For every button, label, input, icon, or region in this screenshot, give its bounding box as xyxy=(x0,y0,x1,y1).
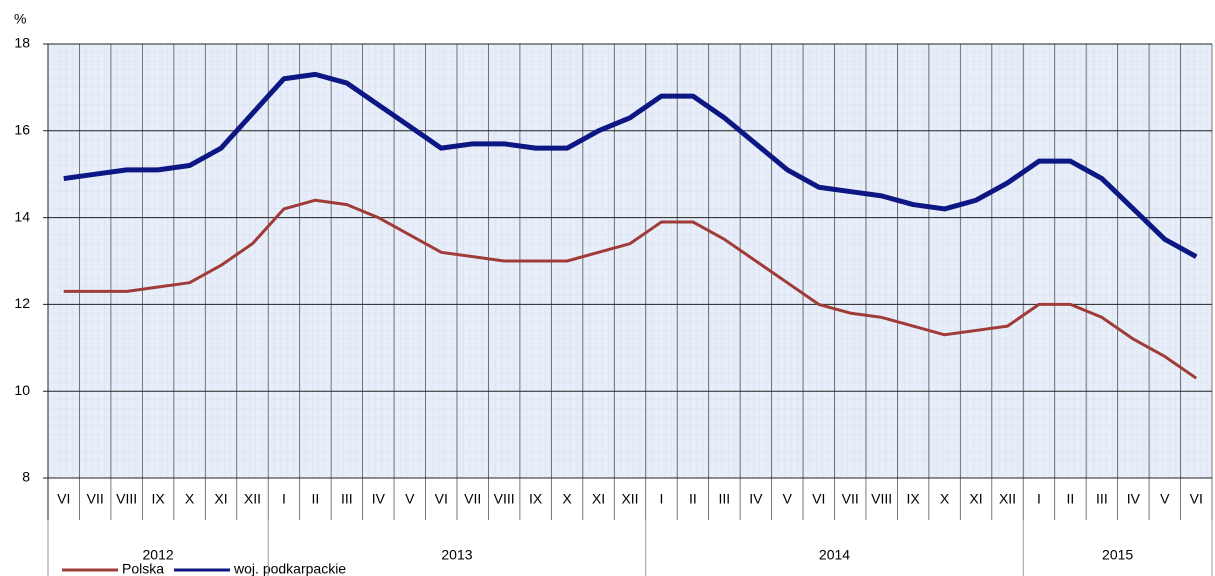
x-tick-label: III xyxy=(719,491,731,507)
series-line xyxy=(63,198,1198,380)
x-tick-label: XII xyxy=(621,491,638,507)
x-tick-label: X xyxy=(562,491,572,507)
y-tick-label: 18 xyxy=(14,35,30,51)
x-tick-label: III xyxy=(1096,491,1108,507)
x-tick-label: I xyxy=(282,491,286,507)
x-tick-label: XII xyxy=(244,491,261,507)
x-tick-label: VI xyxy=(435,491,448,507)
x-tick-label: VII xyxy=(464,491,481,507)
x-tick-label: I xyxy=(660,491,664,507)
x-tick-label: VI xyxy=(1190,491,1203,507)
x-tick-label: VI xyxy=(812,491,825,507)
x-tick-label: IV xyxy=(749,491,763,507)
x-tick-label: III xyxy=(341,491,353,507)
x-tick-label: VI xyxy=(57,491,70,507)
x-tick-label: IX xyxy=(151,491,165,507)
x-tick-label: VII xyxy=(87,491,104,507)
year-label: 2015 xyxy=(1102,547,1133,563)
legend-background xyxy=(55,560,405,576)
x-tick-label: IX xyxy=(529,491,543,507)
legend: Polska woj. podkarpackie xyxy=(55,560,405,576)
x-tick-label: VIII xyxy=(116,491,137,507)
year-label: 2013 xyxy=(441,547,472,563)
year-label: 2012 xyxy=(143,547,174,563)
y-tick-label: 12 xyxy=(14,295,30,311)
minor-grid xyxy=(48,44,1212,478)
x-tick-label: VIII xyxy=(871,491,892,507)
x-tick-label: II xyxy=(312,491,320,507)
y-tick-label: 10 xyxy=(14,382,30,398)
x-tick-label: II xyxy=(1067,491,1075,507)
x-tick-label: VII xyxy=(842,491,859,507)
x-tick-label: V xyxy=(405,491,415,507)
x-tick-label: IV xyxy=(1127,491,1141,507)
x-tick-label: VIII xyxy=(494,491,515,507)
x-tick-label: IX xyxy=(907,491,921,507)
x-tick-label: V xyxy=(783,491,793,507)
x-tick-label: I xyxy=(1037,491,1041,507)
legend-label: woj. podkarpackie xyxy=(233,561,346,576)
legend-label: Polska xyxy=(122,561,164,576)
x-tick-label: XI xyxy=(969,491,982,507)
y-tick-label: 8 xyxy=(22,469,30,485)
x-tick-label: II xyxy=(689,491,697,507)
y-tick-label: 14 xyxy=(14,208,30,224)
x-tick-label: X xyxy=(185,491,195,507)
x-tick-label: XI xyxy=(592,491,605,507)
y-axis-label: % xyxy=(14,11,26,27)
x-tick-label: V xyxy=(1160,491,1170,507)
x-tick-label: X xyxy=(940,491,950,507)
year-label: 2014 xyxy=(819,547,850,563)
x-tick-label: IV xyxy=(372,491,386,507)
x-tick-label: XI xyxy=(214,491,227,507)
x-tick-label: XII xyxy=(999,491,1016,507)
y-tick-label: 16 xyxy=(14,122,30,138)
series-line xyxy=(63,71,1198,259)
